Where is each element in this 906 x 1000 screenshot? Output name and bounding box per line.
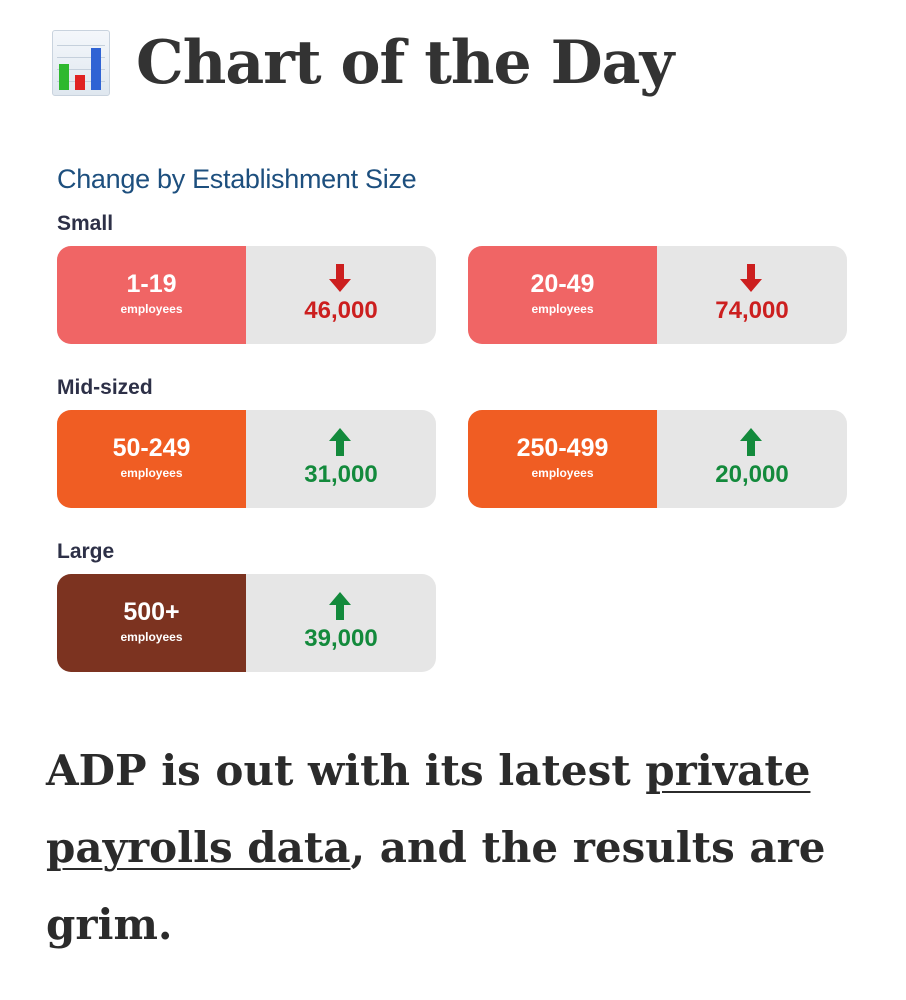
- size-card: 20-49 employees 74,000: [468, 246, 847, 344]
- size-card: 50-249 employees 31,000: [57, 410, 436, 508]
- size-range-box: 500+ employees: [57, 574, 246, 672]
- group-label: Small: [57, 212, 114, 235]
- private-payrolls-link[interactable]: private payrolls data: [46, 746, 811, 872]
- change-value: 20,000: [715, 461, 789, 488]
- arrow-up-icon: [329, 428, 351, 456]
- size-card: 1-19 employees 46,000: [57, 246, 436, 344]
- size-range-box: 1-19 employees: [57, 246, 246, 344]
- size-range-box: 20-49 employees: [468, 246, 657, 344]
- size-unit-label: employees: [531, 302, 594, 316]
- size-unit-label: employees: [531, 466, 594, 480]
- header: Chart of the Day: [52, 28, 674, 98]
- size-range-label: 250-499: [516, 434, 609, 462]
- article-text-before: ADP is out with its latest: [46, 746, 646, 795]
- arrow-up-icon: [740, 428, 762, 456]
- change-box: 46,000: [246, 246, 436, 344]
- size-unit-label: employees: [120, 630, 183, 644]
- article-text-after: , and the results are grim.: [46, 823, 826, 949]
- change-box: 31,000: [246, 410, 436, 508]
- size-range-label: 500+: [123, 598, 180, 626]
- change-value: 31,000: [304, 461, 378, 488]
- page-title: Chart of the Day: [136, 28, 674, 98]
- chart-image: Change by Establishment Size Small 1-19 em…: [44, 150, 860, 690]
- arrow-up-icon: [329, 592, 351, 620]
- change-box: 74,000: [657, 246, 847, 344]
- change-value: 39,000: [304, 625, 378, 652]
- bar-chart-icon: [52, 30, 110, 96]
- arrow-down-icon: [740, 264, 762, 292]
- article-paragraph: ADP is out with its latest private payro…: [46, 732, 876, 963]
- size-range-label: 20-49: [530, 270, 595, 298]
- size-range-box: 250-499 employees: [468, 410, 657, 508]
- change-value: 46,000: [304, 297, 378, 324]
- arrow-down-icon: [329, 264, 351, 292]
- size-card: 250-499 employees 20,000: [468, 410, 847, 508]
- change-box: 20,000: [657, 410, 847, 508]
- group-label: Mid-sized: [57, 376, 153, 399]
- group-label: Large: [57, 540, 115, 563]
- size-unit-label: employees: [120, 302, 183, 316]
- change-box: 39,000: [246, 574, 436, 672]
- size-unit-label: employees: [120, 466, 183, 480]
- size-range-label: 1-19: [126, 270, 177, 298]
- chart-title: Change by Establishment Size: [57, 164, 417, 194]
- size-range-box: 50-249 employees: [57, 410, 246, 508]
- size-card: 500+ employees 39,000: [57, 574, 436, 672]
- change-value: 74,000: [715, 297, 789, 324]
- size-range-label: 50-249: [112, 434, 191, 462]
